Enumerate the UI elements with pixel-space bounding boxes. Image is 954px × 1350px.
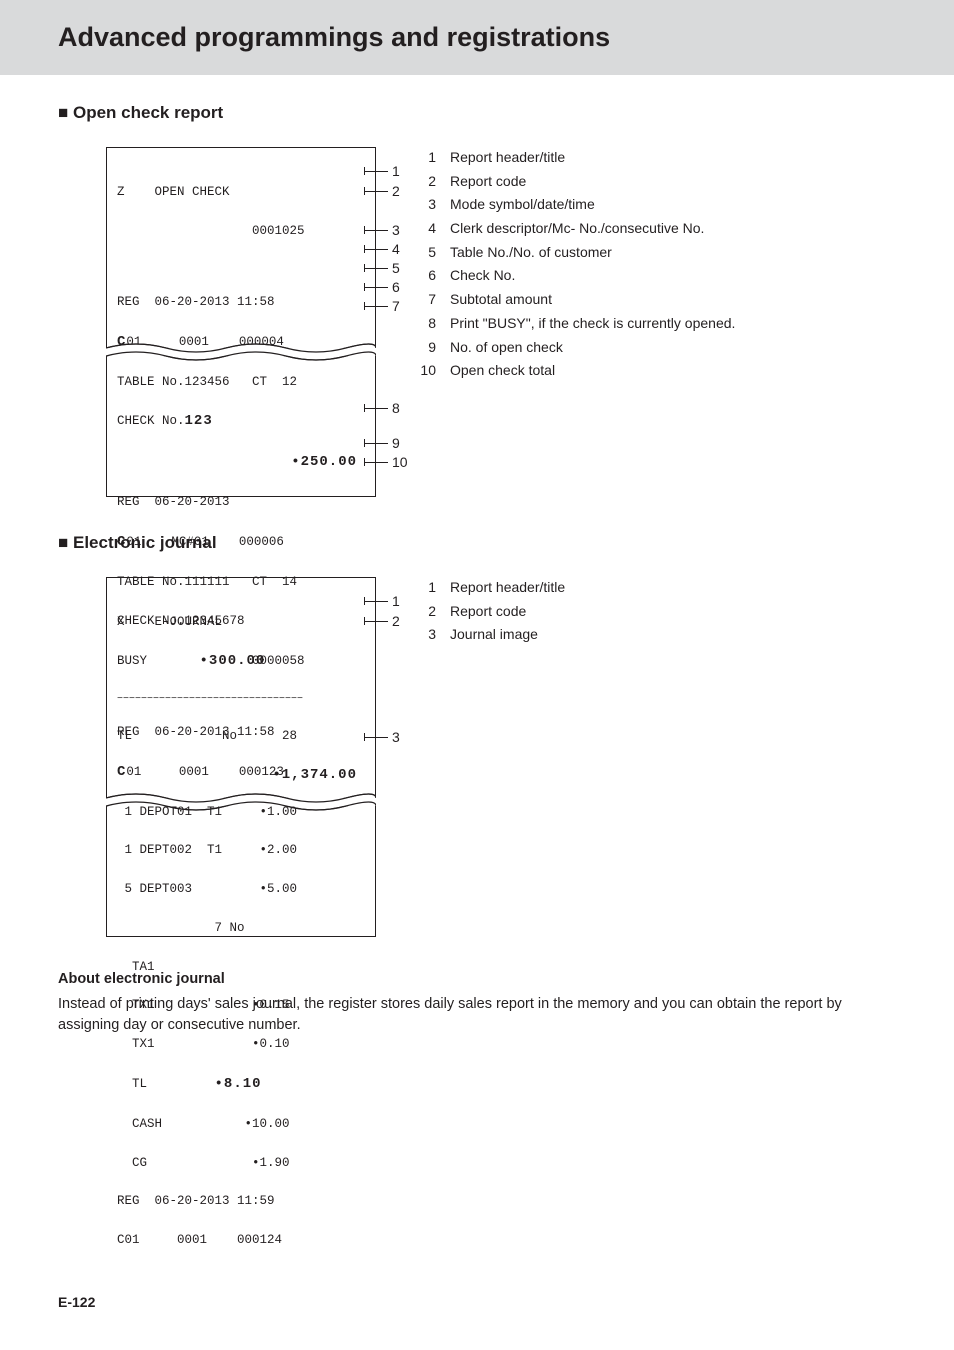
callout-num: 1: [392, 163, 400, 179]
open-check-legend: 1Report header/title 2Report code 3Mode …: [416, 147, 735, 384]
receipt-line: REG 06-20-2013 11:59: [117, 1192, 365, 1211]
callout-connector: [364, 191, 388, 192]
callout-connector: [364, 249, 388, 250]
receipt-line: 0001025: [117, 222, 365, 241]
receipt-line: CHECK No.123: [117, 411, 365, 433]
callout-num: 7: [392, 298, 400, 314]
ejournal-receipt: X E-JOURNAL 0000058 REG 06-20-2013 11:58…: [106, 577, 376, 937]
callout-num: 2: [392, 183, 400, 199]
callout-connector: [364, 737, 388, 738]
receipt-line: 7 No: [117, 919, 365, 938]
header-bar: Advanced programmings and registrations: [0, 0, 954, 75]
callout-connector: [364, 306, 388, 307]
legend-row: 3Mode symbol/date/time: [416, 194, 735, 216]
callout-connector: [364, 287, 388, 288]
callout-connector: [364, 408, 388, 409]
legend-row: 4Clerk descriptor/Mc- No./consecutive No…: [416, 218, 735, 240]
callout-num: 9: [392, 435, 400, 451]
legend-row: 2Report code: [416, 601, 565, 623]
receipt-line: [117, 261, 365, 274]
ejournal-section: X E-JOURNAL 0000058 REG 06-20-2013 11:58…: [58, 577, 896, 937]
open-check-title: ■ Open check report: [58, 103, 896, 123]
receipt-line: TX1 •0.15: [117, 996, 365, 1015]
callout-num: 6: [392, 279, 400, 295]
callout-num: 10: [392, 454, 408, 470]
legend-row: 5Table No./No. of customer: [416, 242, 735, 264]
callout-connector: [364, 268, 388, 269]
callout-connector: [364, 462, 388, 463]
open-check-receipt: Z OPEN CHECK 0001025 REG 06-20-2013 11:5…: [106, 147, 376, 497]
receipt-line: CG •1.90: [117, 1154, 365, 1173]
callout-num: 3: [392, 729, 400, 745]
ejournal-legend: 1Report header/title 2Report code 3Journ…: [416, 577, 565, 648]
legend-row: 7Subtotal amount: [416, 289, 735, 311]
receipt-line: [117, 691, 365, 704]
page-title: Advanced programmings and registrations: [58, 22, 954, 53]
receipt-line: Z OPEN CHECK: [117, 183, 365, 202]
receipt-line: 5 DEPT003 •5.00: [117, 880, 365, 899]
callout-num: 2: [392, 613, 400, 629]
callout-num: 1: [392, 593, 400, 609]
legend-row: 6Check No.: [416, 265, 735, 287]
wave-cut-icon: [106, 753, 376, 773]
open-check-receipt-wrap: Z OPEN CHECK 0001025 REG 06-20-2013 11:5…: [106, 147, 376, 497]
receipt-line: TA1: [117, 958, 365, 977]
ejournal-receipt-wrap: X E-JOURNAL 0000058 REG 06-20-2013 11:58…: [106, 577, 376, 937]
receipt-line: REG 06-20-2013 11:58: [117, 723, 365, 742]
callout-connector: [364, 601, 388, 602]
receipt-line: X E-JOURNAL: [117, 613, 365, 632]
callout-num: 3: [392, 222, 400, 238]
callout-connector: [364, 171, 388, 172]
content: ■ Open check report Z OPEN CHECK 0001025…: [0, 103, 954, 1036]
receipt-line: C01 0001 000124: [117, 1231, 365, 1250]
callout-num: 5: [392, 260, 400, 276]
legend-row: 1Report header/title: [416, 147, 735, 169]
page-number: E-122: [58, 1294, 95, 1310]
receipt-line: TL •8.10: [117, 1074, 365, 1096]
legend-row: 8Print "BUSY", if the check is currently…: [416, 313, 735, 335]
open-check-section: Z OPEN CHECK 0001025 REG 06-20-2013 11:5…: [58, 147, 896, 497]
callout-connector: [364, 443, 388, 444]
callout-connector: [364, 621, 388, 622]
receipt-line: TX1 •0.10: [117, 1035, 365, 1054]
legend-row: 9No. of open check: [416, 337, 735, 359]
legend-row: 2Report code: [416, 171, 735, 193]
receipt-line: C01 MC#01 000006: [117, 532, 365, 554]
receipt-line: 0000058: [117, 652, 365, 671]
receipt-line: •250.00: [117, 452, 365, 474]
receipt-line: CASH •10.00: [117, 1115, 365, 1134]
callout-num: 4: [392, 241, 400, 257]
legend-row: 3Journal image: [416, 624, 565, 646]
callout-connector: [364, 230, 388, 231]
receipt-line: REG 06-20-2013: [117, 493, 365, 512]
legend-row: 10Open check total: [416, 360, 735, 382]
callout-num: 8: [392, 400, 400, 416]
wave-cut-icon: [106, 303, 376, 323]
legend-row: 1Report header/title: [416, 577, 565, 599]
